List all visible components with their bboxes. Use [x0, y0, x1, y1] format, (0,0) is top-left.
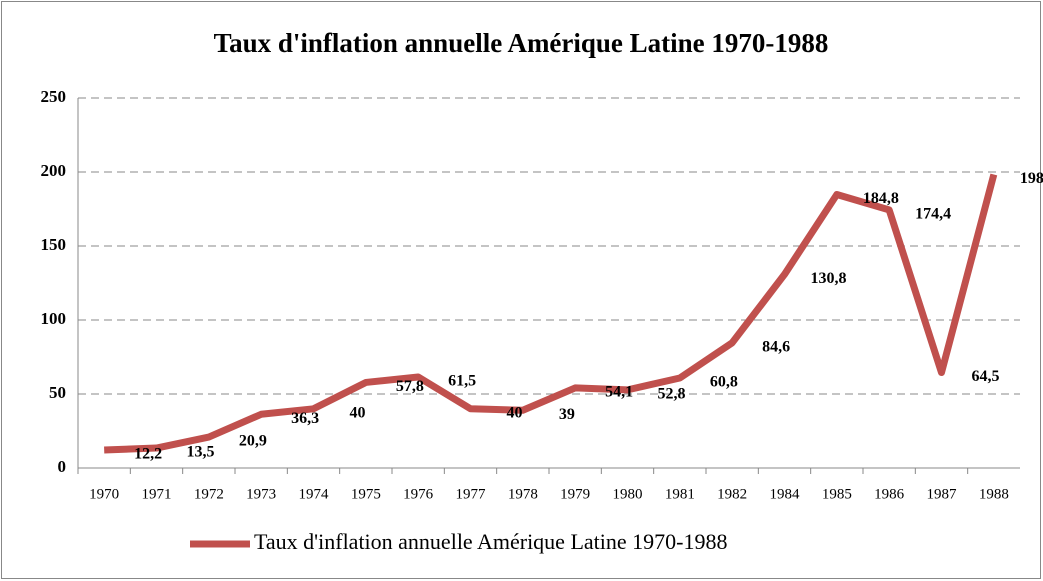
- x-tick-label: 1978: [508, 486, 538, 502]
- x-tick-label: 1974: [299, 486, 330, 502]
- x-tick-label: 1987: [927, 486, 958, 502]
- x-tick-label: 1980: [613, 486, 643, 502]
- data-label: 61,5: [448, 373, 476, 390]
- data-label: 60,8: [710, 374, 738, 391]
- x-tick-label: 1975: [351, 486, 381, 502]
- x-tick-label: 1977: [456, 486, 487, 502]
- legend-label: Taux d'inflation annuelle Amérique Latin…: [254, 529, 727, 554]
- x-tick-label: 1988: [979, 486, 1009, 502]
- chart-title: Taux d'inflation annuelle Amérique Latin…: [214, 28, 829, 58]
- data-label: 174,4: [915, 206, 951, 223]
- data-label: 54,1: [605, 384, 633, 401]
- y-tick-label: 150: [41, 235, 67, 254]
- line: [104, 173, 998, 454]
- data-label: 52,8: [658, 386, 686, 403]
- data-label: 40: [350, 404, 366, 421]
- x-tick-label: 1985: [822, 486, 852, 502]
- data-label: 57,8: [396, 378, 424, 395]
- data-label: 39: [559, 406, 575, 423]
- x-tick-label: 1973: [246, 486, 276, 502]
- data-label: 20,9: [239, 433, 267, 450]
- data-label: 13,5: [187, 444, 215, 461]
- data-label: 40: [507, 404, 523, 421]
- data-label: 12,2: [134, 446, 162, 463]
- x-tick-label: 1986: [874, 486, 905, 502]
- x-tick-label: 1981: [665, 486, 695, 502]
- data-label: 36,3: [291, 410, 319, 427]
- x-tick-label: 1970: [89, 486, 119, 502]
- y-tick-label: 200: [41, 161, 67, 180]
- x-tick-label: 1972: [194, 486, 224, 502]
- data-label: 130,8: [811, 270, 847, 287]
- y-tick-label: 250: [41, 87, 67, 106]
- data-label: 64,5: [972, 368, 1000, 385]
- data-label: 84,6: [762, 338, 790, 355]
- y-tick-label: 0: [58, 457, 67, 476]
- x-tick-label: 1982: [717, 486, 747, 502]
- x-tick-label: 1971: [142, 486, 172, 502]
- y-tick-label: 100: [41, 309, 67, 328]
- data-label: 198,3: [1020, 170, 1043, 187]
- data-label: 184,8: [863, 190, 899, 207]
- x-tick-label: 1976: [403, 486, 434, 502]
- x-tick-label: 1984: [770, 486, 801, 502]
- x-tick-label: 1979: [560, 486, 590, 502]
- y-tick-label: 50: [49, 383, 66, 402]
